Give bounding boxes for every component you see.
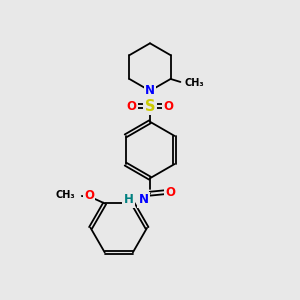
Text: O: O: [165, 186, 175, 199]
Text: H: H: [124, 193, 134, 206]
Text: N: N: [139, 193, 149, 206]
Text: N: N: [145, 84, 155, 98]
Text: O: O: [126, 100, 136, 113]
Text: S: S: [145, 99, 155, 114]
Text: CH₃: CH₃: [185, 78, 205, 88]
Text: O: O: [84, 190, 94, 202]
Text: O: O: [164, 100, 174, 113]
Text: CH₃: CH₃: [56, 190, 75, 200]
Text: N: N: [145, 84, 155, 98]
